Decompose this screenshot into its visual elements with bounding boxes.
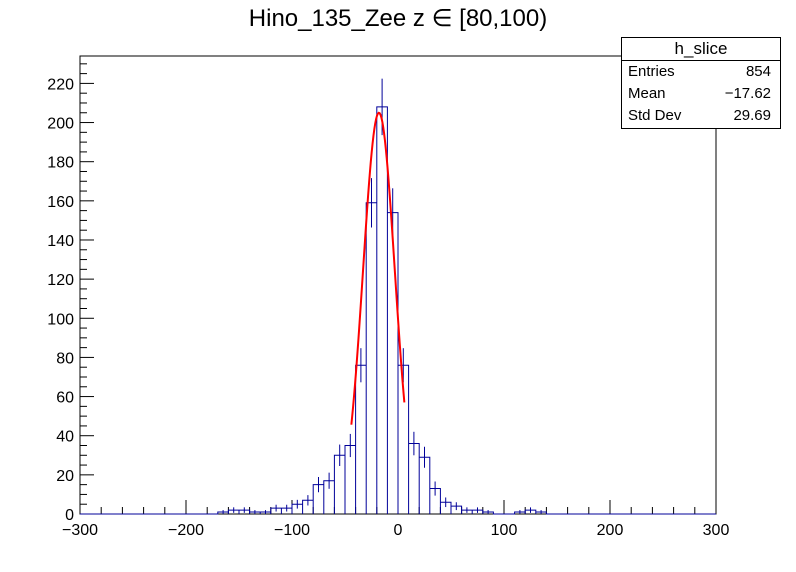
y-tick-label: 100: [47, 311, 74, 328]
fit-curve: [350, 111, 406, 425]
stats-std-row: Std Dev 29.69: [622, 105, 780, 127]
y-tick-label: 60: [56, 390, 74, 407]
chart-title: Hino_135_Zee z ∈ [80,100): [248, 5, 548, 32]
x-tick-label: 100: [491, 522, 518, 539]
y-tick-label: 40: [56, 429, 74, 446]
stats-std-value: 29.69: [733, 107, 771, 124]
stats-box: h_slice Entries 854 Mean −17.62 Std Dev …: [621, 37, 781, 129]
y-tick-label: 200: [47, 116, 74, 133]
stats-entries-value: 854: [745, 63, 771, 80]
y-tick-label: 120: [47, 272, 74, 289]
stats-mean-value: −17.62: [724, 85, 771, 102]
y-tick-label: 160: [47, 194, 74, 211]
y-axis: 0 20 40 60 80 100 120 140 160 180 200 220: [47, 63, 94, 524]
histogram-outline: [80, 106, 716, 515]
y-tick-label: 220: [47, 76, 74, 93]
x-tick-label: 300: [703, 522, 730, 539]
stats-mean-row: Mean −17.62: [622, 83, 780, 105]
stats-entries-label: Entries: [628, 63, 675, 80]
y-tick-label: 140: [47, 233, 74, 250]
stats-name: h_slice: [622, 38, 780, 61]
gaussian-fit: [350, 111, 406, 425]
stats-entries-row: Entries 854: [622, 61, 780, 83]
x-tick-label: −300: [62, 522, 98, 539]
x-axis: −300 −200 −100 0 100 200 300: [62, 500, 729, 539]
y-tick-label: 20: [56, 468, 74, 485]
y-tick-label: 0: [65, 507, 74, 524]
x-tick-label: 200: [597, 522, 624, 539]
x-tick-label: 0: [394, 522, 403, 539]
y-tick-label: 80: [56, 350, 74, 367]
stats-mean-label: Mean: [628, 85, 666, 102]
histogram-series: [80, 78, 716, 515]
stats-std-label: Std Dev: [628, 107, 682, 124]
y-tick-label: 180: [47, 155, 74, 172]
x-tick-label: −100: [274, 522, 310, 539]
x-tick-label: −200: [168, 522, 204, 539]
